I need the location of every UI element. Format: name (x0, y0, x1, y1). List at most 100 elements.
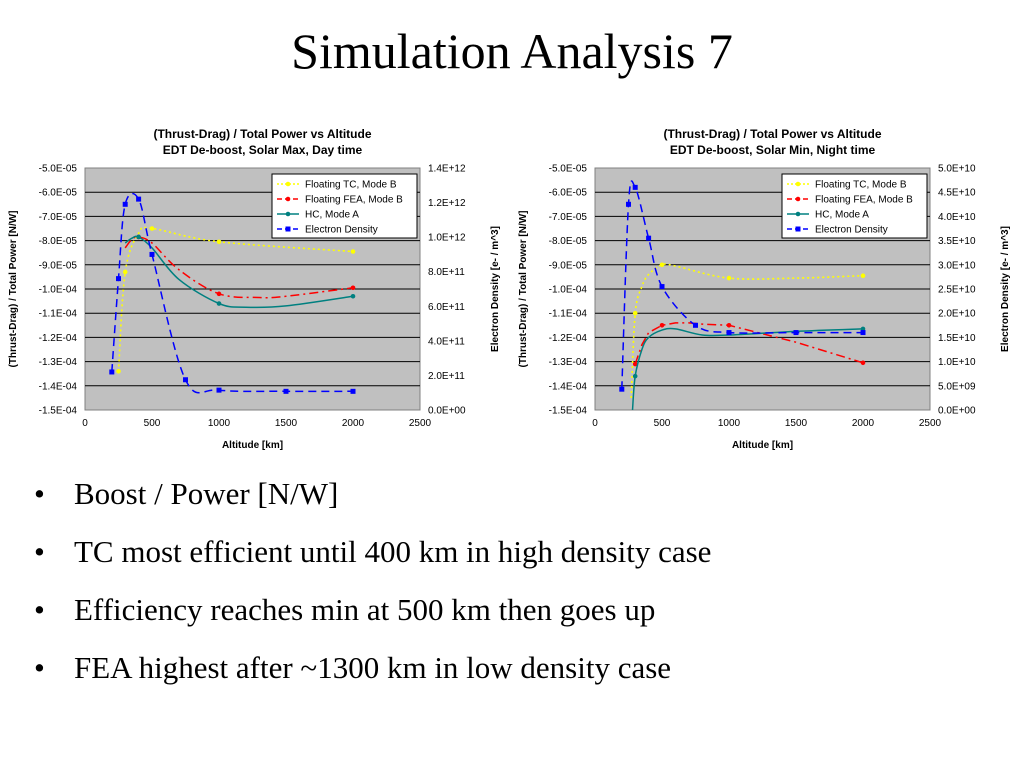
legend-label: Floating TC, Mode B (815, 180, 907, 191)
legend-label: Electron Density (815, 225, 888, 236)
legend-marker (285, 196, 291, 202)
data-point (793, 330, 799, 336)
data-point (283, 388, 289, 394)
y2-tick-label: 2.0E+10 (938, 309, 976, 320)
bullet-text: TC most efficient until 400 km in high d… (74, 534, 712, 569)
y2-tick-label: 3.0E+10 (938, 260, 976, 271)
data-point (122, 269, 128, 275)
legend-label: Floating FEA, Mode B (815, 195, 913, 206)
legend-marker (285, 226, 291, 232)
series-line (124, 235, 354, 309)
data-point (216, 387, 222, 393)
chart-solar-min-svg: (Thrust-Drag) / Total Power vs Altitude E… (518, 127, 1011, 451)
x-tick-label: 0 (82, 418, 88, 429)
data-point (149, 251, 155, 257)
y2-tick-label: 0.0E+00 (428, 406, 466, 417)
data-point (726, 330, 732, 336)
y-tick-label: -1.1E-04 (549, 309, 588, 320)
y-tick-label: -1.3E-04 (549, 357, 588, 368)
legend-marker (795, 226, 801, 232)
y2-tick-label: 1.0E+12 (428, 233, 466, 244)
y-tick-label: -1.1E-04 (39, 309, 78, 320)
data-point (632, 184, 638, 190)
data-point (659, 262, 665, 268)
x-tick-label: 1500 (785, 418, 808, 429)
chart-subtitle: EDT De-boost, Solar Max, Day time (163, 143, 363, 157)
legend-label: HC, Mode A (305, 210, 359, 221)
y-tick-label: -1.4E-04 (39, 381, 78, 392)
bullet-dot: • (34, 476, 45, 511)
data-point (122, 201, 128, 207)
x-tick-label: 2500 (409, 418, 432, 429)
chart-solar-min: (Thrust-Drag) / Total Power vs Altitude E… (510, 118, 1015, 463)
data-point (350, 388, 356, 394)
y-tick-label: -5.0E-05 (39, 164, 78, 175)
data-point (619, 386, 625, 392)
legend: Floating TC, Mode B Floating FEA, Mode B H… (781, 173, 928, 239)
legend-marker (795, 211, 801, 217)
data-point (860, 360, 866, 366)
y-tick-label: -1.5E-04 (549, 406, 588, 417)
legend-marker (285, 181, 291, 187)
y2-axis-label: Electron Density [e- / m^3] (490, 226, 501, 352)
y-tick-label: -1.2E-04 (549, 333, 588, 344)
legend-label: Floating TC, Mode B (305, 180, 397, 191)
data-point (149, 226, 155, 231)
chart-title: (Thrust-Drag) / Total Power vs Altitude (153, 127, 371, 141)
series-line (117, 226, 354, 372)
data-point (632, 310, 638, 316)
data-point (626, 201, 631, 207)
data-point (109, 369, 115, 375)
x-tick-label: 500 (144, 418, 161, 429)
data-point (116, 368, 121, 374)
data-point (350, 293, 356, 299)
data-point (350, 249, 356, 254)
data-point (136, 234, 141, 240)
data-point (183, 377, 188, 383)
data-point (726, 275, 732, 281)
bullet-item: • TC most efficient until 400 km in high … (34, 528, 711, 586)
y-axis-label: (Thrust-Drag) / Total Power [N/W] (8, 210, 19, 367)
data-point (632, 361, 638, 367)
legend: Floating TC, Mode B Floating FEA, Mode B H… (271, 173, 418, 239)
y-tick-label: -1.0E-04 (549, 285, 588, 296)
y-tick-label: -7.0E-05 (549, 212, 588, 223)
legend-label: Electron Density (305, 225, 378, 236)
y-tick-label: -7.0E-05 (39, 212, 78, 223)
x-tick-label: 1000 (208, 418, 231, 429)
data-point (646, 235, 652, 241)
bullet-dot: • (34, 592, 45, 627)
legend-box (781, 173, 928, 239)
x-tick-label: 2000 (852, 418, 875, 429)
data-point (116, 276, 121, 282)
bullet-item: • Efficiency reaches min at 500 km then g… (34, 586, 711, 644)
x-tick-label: 2000 (342, 418, 365, 429)
data-point (726, 323, 732, 328)
data-point (632, 373, 638, 379)
legend-marker (285, 211, 291, 217)
bullet-text: FEA highest after ~1300 km in low densit… (74, 650, 672, 685)
x-tick-label: 500 (654, 418, 671, 429)
y2-tick-label: 5.0E+09 (938, 381, 976, 392)
y-tick-label: -8.0E-05 (39, 236, 78, 247)
series-line (111, 192, 354, 394)
chart-solar-max-svg: (Thrust-Drag) / Total Power vs Altitude E… (8, 127, 501, 451)
data-point (216, 301, 222, 306)
data-point (693, 322, 698, 328)
y2-tick-label: 1.5E+10 (938, 333, 976, 344)
y2-tick-label: 6.0E+11 (428, 302, 465, 313)
x-axis-label: Altitude [km] (222, 440, 283, 451)
y-tick-label: -6.0E-05 (39, 188, 78, 199)
data-point (659, 284, 665, 290)
x-axis-label: Altitude [km] (732, 440, 793, 451)
y2-tick-label: 1.2E+12 (428, 198, 466, 209)
bullet-dot: • (34, 534, 45, 569)
series-layer (619, 180, 866, 410)
y2-tick-label: 4.0E+11 (428, 336, 465, 347)
bullet-text: Boost / Power [N/W] (74, 476, 339, 511)
y-axis-label: (Thrust-Drag) / Total Power [N/W] (518, 210, 529, 367)
y-tick-label: -1.4E-04 (549, 381, 588, 392)
y-tick-label: -9.0E-05 (549, 260, 588, 271)
y-tick-label: -9.0E-05 (39, 260, 78, 271)
y2-tick-label: 5.0E+10 (938, 164, 976, 175)
